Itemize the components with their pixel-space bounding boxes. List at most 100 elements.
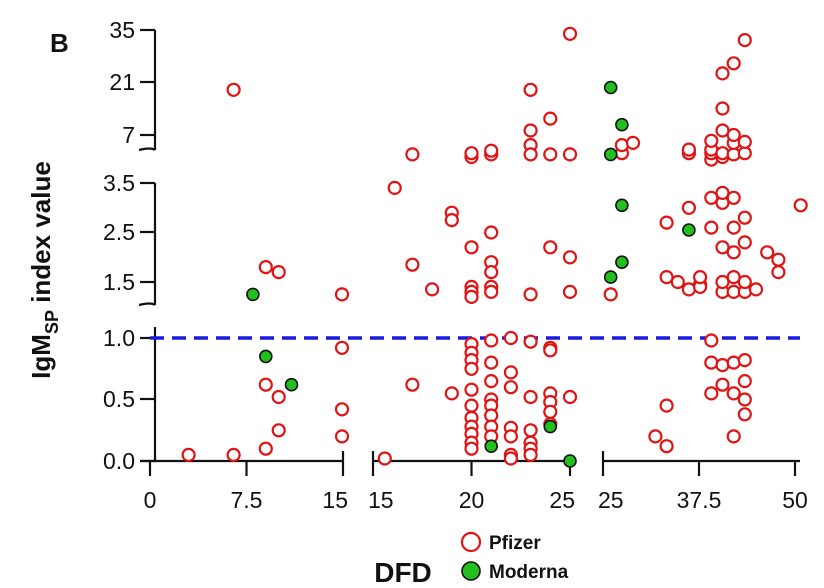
data-point-pfizer bbox=[258, 260, 273, 275]
data-point-pfizer bbox=[670, 274, 685, 290]
data-point-pfizer bbox=[484, 355, 499, 370]
data-point-pfizer bbox=[726, 220, 741, 235]
data-point-pfizer bbox=[715, 185, 730, 200]
data-point-pfizer bbox=[726, 355, 741, 370]
data-point-pfizer bbox=[484, 225, 499, 240]
data-point-pfizer bbox=[334, 402, 350, 417]
data-point-pfizer bbox=[704, 220, 719, 235]
data-point-pfizer bbox=[771, 252, 786, 267]
data-point-pfizer bbox=[737, 235, 752, 250]
y-tick-label: 3.5 bbox=[103, 170, 135, 196]
data-point-pfizer bbox=[464, 289, 479, 304]
legend-marker-pfizer bbox=[460, 531, 482, 553]
data-point-pfizer bbox=[704, 333, 719, 348]
data-point-pfizer bbox=[523, 287, 538, 302]
data-point-pfizer bbox=[464, 240, 479, 255]
data-point-pfizer bbox=[737, 210, 752, 225]
data-point-pfizer bbox=[464, 441, 479, 456]
data-point-moderna bbox=[484, 439, 499, 454]
data-point-pfizer bbox=[271, 423, 286, 438]
legend: DFD Pfizer Moderna bbox=[374, 531, 569, 588]
data-point-pfizer bbox=[659, 215, 674, 230]
data-point-pfizer bbox=[405, 147, 420, 162]
data-point-moderna bbox=[284, 377, 299, 392]
data-point-moderna bbox=[603, 80, 618, 95]
x-tick-label: 50 bbox=[782, 487, 808, 513]
x-tick-label: 25 bbox=[549, 487, 575, 513]
data-point-pfizer bbox=[659, 398, 674, 413]
y-tick-label: 35 bbox=[109, 17, 135, 43]
data-point-pfizer bbox=[484, 333, 499, 348]
y-tick-label: 21 bbox=[109, 69, 135, 95]
data-point-pfizer bbox=[484, 284, 499, 299]
data-points bbox=[181, 26, 808, 468]
data-point-pfizer bbox=[726, 190, 741, 205]
data-point-pfizer bbox=[715, 101, 730, 116]
data-point-moderna bbox=[563, 454, 577, 468]
data-point-pfizer bbox=[503, 330, 518, 346]
data-point-moderna bbox=[543, 419, 558, 434]
data-point-pfizer bbox=[715, 146, 730, 161]
data-point-pfizer bbox=[334, 429, 350, 444]
y-tick-label: 1.5 bbox=[103, 269, 135, 295]
data-point-pfizer bbox=[793, 198, 808, 213]
data-point-pfizer bbox=[715, 66, 730, 81]
y-axis-break bbox=[138, 147, 156, 152]
data-point-pfizer bbox=[648, 429, 663, 444]
data-point-pfizer bbox=[737, 32, 752, 48]
legend-label-pfizer: Pfizer bbox=[489, 533, 541, 554]
data-point-pfizer bbox=[748, 282, 764, 297]
data-point-pfizer bbox=[523, 82, 538, 97]
y-axis-label-suffix: index value bbox=[26, 161, 56, 310]
data-point-pfizer bbox=[737, 407, 752, 422]
legend-label-moderna: Moderna bbox=[489, 562, 569, 583]
x-tick-label: 20 bbox=[459, 487, 485, 513]
data-point-pfizer bbox=[503, 429, 518, 444]
data-point-pfizer bbox=[692, 270, 708, 285]
data-point-pfizer bbox=[704, 355, 719, 370]
x-tick-label: 15 bbox=[322, 487, 348, 513]
x-tick-label: 15 bbox=[368, 487, 394, 513]
data-point-pfizer bbox=[523, 147, 538, 162]
data-point-pfizer bbox=[704, 133, 719, 148]
data-point-pfizer bbox=[726, 127, 741, 143]
data-point-pfizer bbox=[334, 287, 350, 302]
data-point-pfizer bbox=[523, 389, 538, 405]
data-point-pfizer bbox=[562, 389, 578, 405]
data-point-pfizer bbox=[503, 380, 518, 395]
data-point-pfizer bbox=[387, 180, 402, 195]
data-point-pfizer bbox=[562, 147, 578, 162]
data-point-pfizer bbox=[484, 265, 499, 280]
data-point-pfizer bbox=[271, 265, 286, 280]
data-point-pfizer bbox=[405, 257, 420, 272]
data-point-moderna bbox=[246, 287, 260, 302]
y-axis-label-main: IgM bbox=[26, 334, 56, 379]
data-point-pfizer bbox=[503, 365, 518, 380]
data-point-moderna bbox=[603, 270, 618, 284]
data-point-pfizer bbox=[737, 353, 752, 368]
data-point-moderna bbox=[258, 349, 273, 364]
y-tick-label: 0.0 bbox=[103, 448, 135, 474]
data-point-pfizer bbox=[704, 190, 719, 205]
data-point-pfizer bbox=[614, 138, 630, 153]
data-point-pfizer bbox=[464, 361, 479, 376]
data-point-moderna bbox=[615, 117, 629, 132]
data-point-pfizer bbox=[543, 343, 558, 358]
data-point-pfizer bbox=[258, 441, 273, 456]
data-point-pfizer bbox=[760, 245, 775, 260]
data-point-pfizer bbox=[523, 123, 538, 138]
data-point-moderna bbox=[615, 255, 629, 270]
data-point-pfizer bbox=[737, 274, 752, 290]
data-point-pfizer bbox=[334, 340, 350, 355]
data-point-pfizer bbox=[659, 439, 674, 454]
legend-marker-moderna bbox=[461, 561, 481, 581]
data-point-pfizer bbox=[681, 142, 697, 157]
y-tick-label: 7 bbox=[122, 122, 135, 148]
data-point-pfizer bbox=[464, 398, 479, 413]
data-point-pfizer bbox=[771, 265, 786, 280]
y-axis-label-subscript: SP bbox=[42, 310, 62, 334]
x-tick-label: 7.5 bbox=[231, 487, 263, 513]
data-point-pfizer bbox=[715, 358, 730, 373]
x-axis-label: DFD bbox=[374, 557, 432, 588]
